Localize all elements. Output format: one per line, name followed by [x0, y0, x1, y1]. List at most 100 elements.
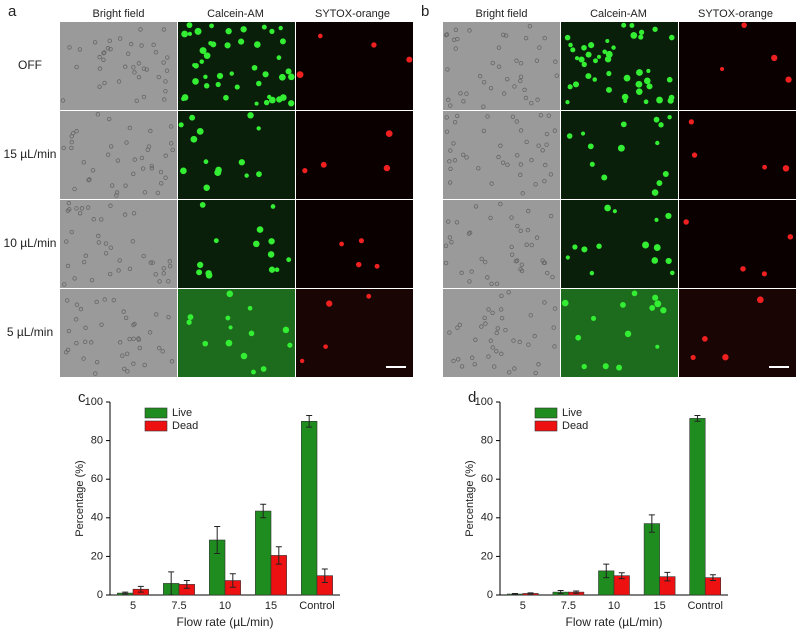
cell — [506, 290, 511, 295]
x-tick-label: 15 — [265, 600, 277, 612]
cell — [688, 119, 694, 125]
cell — [287, 342, 293, 348]
cell — [73, 317, 79, 322]
cell — [528, 313, 533, 318]
cell — [499, 293, 504, 299]
cell — [550, 274, 555, 280]
cell — [163, 89, 168, 94]
error-bar — [306, 415, 313, 428]
error-bar — [275, 546, 282, 565]
cell — [654, 217, 659, 222]
cell — [140, 166, 146, 171]
cell — [65, 347, 71, 353]
cell — [213, 238, 219, 244]
cell — [130, 239, 136, 244]
cell — [469, 355, 475, 360]
cell — [506, 370, 512, 375]
cell — [66, 328, 72, 334]
cell — [580, 131, 586, 136]
cell — [453, 27, 459, 32]
cell — [517, 339, 522, 345]
cell — [166, 314, 171, 320]
cell — [533, 182, 538, 187]
micrograph — [296, 200, 413, 288]
cell — [69, 139, 74, 145]
cell — [585, 73, 592, 80]
cell — [518, 228, 523, 233]
legend-swatch — [144, 420, 168, 432]
cell — [523, 35, 529, 41]
cell — [467, 230, 473, 235]
cell — [449, 239, 454, 245]
cell — [355, 261, 362, 268]
cell — [455, 325, 460, 330]
cell — [70, 131, 76, 136]
cell — [103, 241, 109, 246]
cell — [187, 31, 193, 37]
cell — [114, 190, 120, 195]
cell — [691, 152, 698, 158]
cell — [526, 342, 531, 347]
cell — [406, 56, 413, 63]
cell — [267, 251, 275, 258]
cell — [107, 38, 112, 44]
cell — [740, 266, 746, 272]
cell — [116, 79, 122, 84]
cell — [97, 84, 102, 89]
cell — [109, 183, 115, 188]
cell — [527, 23, 533, 29]
cell — [505, 76, 510, 82]
cell — [509, 252, 515, 257]
cell — [589, 161, 595, 167]
cell — [339, 241, 344, 247]
cell — [617, 144, 625, 152]
cell — [771, 54, 778, 62]
cell — [97, 66, 103, 71]
cell — [761, 271, 767, 277]
cell — [282, 326, 290, 334]
cell — [216, 72, 224, 80]
cell — [596, 54, 602, 59]
y-tick-label: 0 — [487, 589, 493, 601]
cell — [128, 41, 134, 47]
error-bar — [618, 572, 625, 580]
cell — [702, 336, 708, 342]
cell — [464, 155, 469, 160]
cell — [163, 79, 168, 84]
cell — [509, 244, 514, 250]
error-bar — [709, 574, 716, 582]
cell — [494, 281, 500, 287]
cell — [499, 351, 504, 357]
cell — [385, 130, 393, 137]
cell — [636, 88, 643, 95]
cell — [196, 269, 203, 276]
cell — [444, 129, 450, 134]
cell — [592, 77, 597, 82]
legend-swatch — [534, 420, 558, 432]
error-bar — [321, 568, 328, 583]
cell — [476, 166, 481, 171]
x-tick-label: Control — [687, 600, 722, 612]
cell — [74, 340, 79, 346]
cell — [552, 306, 558, 311]
cell — [256, 126, 261, 131]
cell — [481, 79, 487, 85]
cell — [499, 315, 505, 321]
cell — [108, 144, 114, 149]
cell — [252, 240, 260, 248]
cell — [81, 160, 87, 165]
micrograph — [296, 289, 413, 377]
cell — [124, 351, 130, 357]
cell — [247, 305, 253, 311]
cell — [461, 152, 466, 158]
cell — [479, 256, 484, 262]
y-axis-label: Percentage (%) — [464, 460, 476, 536]
y-tick-label: 0 — [97, 589, 103, 601]
cell — [131, 336, 136, 342]
cell — [621, 22, 627, 28]
cell — [461, 99, 466, 104]
cell — [65, 208, 71, 213]
cell — [455, 357, 461, 362]
micrograph — [443, 111, 560, 199]
cell — [741, 22, 747, 28]
